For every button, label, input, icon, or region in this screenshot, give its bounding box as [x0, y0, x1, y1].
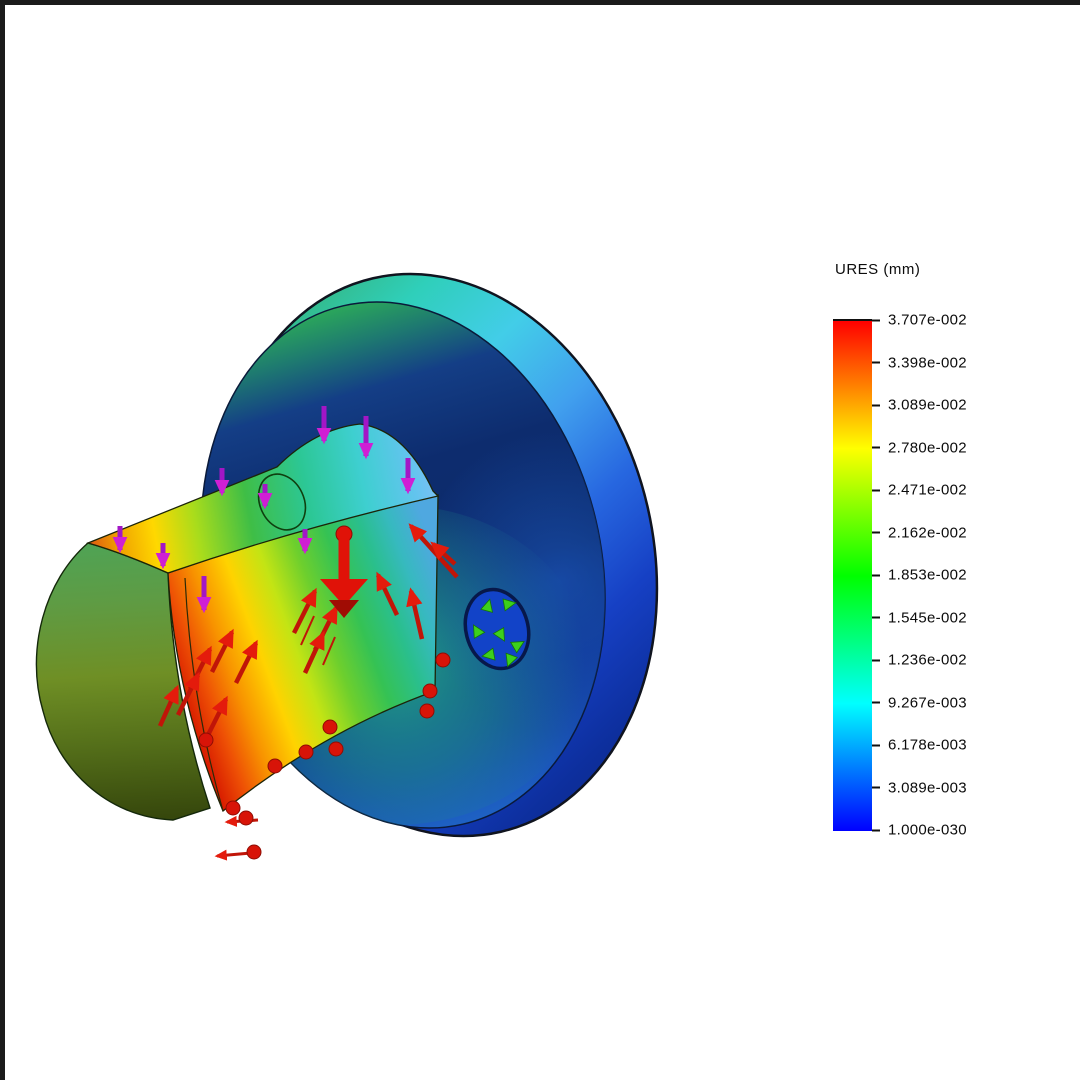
tick-mark-icon — [872, 319, 880, 321]
normal-force-arrow — [320, 525, 368, 618]
legend-tick: 2.162e-002 — [872, 524, 967, 541]
tick-label: 3.089e-003 — [888, 779, 967, 796]
tick-mark-icon — [872, 446, 880, 449]
tick-label: 1.853e-002 — [888, 566, 967, 584]
legend-tick: 3.089e-003 — [872, 779, 967, 796]
tick-label: 3.089e-002 — [888, 396, 967, 414]
legend-color-bar — [833, 319, 872, 831]
tick-mark-icon — [872, 361, 880, 364]
legend-title: URES (mm) — [835, 261, 921, 278]
tick-label: 1.000e-030 — [888, 821, 967, 839]
load-arrow — [157, 684, 180, 727]
load-arrows — [157, 523, 459, 861]
legend-tick: 1.545e-002 — [872, 609, 967, 626]
tick-label: 6.178e-003 — [888, 736, 967, 754]
load-arrow — [175, 671, 201, 717]
tick-mark-icon — [872, 616, 880, 619]
distributed-load-arrows — [112, 406, 416, 614]
load-arrow-thin — [300, 615, 315, 646]
load-arrow — [302, 630, 326, 674]
tick-label: 1.545e-002 — [888, 609, 967, 626]
legend-tick: 1.000e-030 — [872, 822, 967, 839]
tick-mark-icon — [872, 659, 880, 661]
tick-mark-icon — [872, 489, 880, 491]
legend-tick: 1.853e-002 — [872, 567, 967, 584]
sketch-circle — [257, 473, 307, 531]
result-legend: URES (mm) 3.707e-002 3.398e-002 3.089e-002… — [833, 261, 1073, 839]
legend-tick: 3.398e-002 — [872, 354, 967, 371]
load-arrow — [203, 695, 229, 741]
legend-tick: 2.780e-002 — [872, 439, 967, 456]
tick-label: 2.162e-002 — [888, 524, 967, 541]
legend-tick: 3.707e-002 — [872, 312, 967, 329]
shaft-block — [35, 423, 440, 821]
tick-label: 3.707e-002 — [888, 311, 967, 329]
load-arrow-thin — [322, 636, 336, 666]
tick-mark-icon — [872, 829, 880, 831]
load-arrow — [291, 587, 318, 635]
tick-label: 2.780e-002 — [888, 439, 967, 456]
legend-tick: 1.236e-002 — [872, 652, 967, 669]
load-arrow — [430, 541, 457, 566]
fixture-symbols — [473, 598, 525, 668]
tick-mark-icon — [872, 786, 880, 789]
legend-body: 3.707e-002 3.398e-002 3.089e-002 2.780e-002… — [833, 312, 1073, 839]
tick-label: 9.267e-003 — [888, 694, 967, 711]
legend-tick: 3.089e-002 — [872, 397, 967, 414]
legend-tick: 6.178e-003 — [872, 737, 967, 754]
fillet-seam-line — [184, 577, 224, 812]
model-viewport[interactable]: URES (mm) 3.707e-002 3.398e-002 3.089e-002… — [5, 5, 1080, 1085]
tick-label: 1.236e-002 — [888, 651, 967, 669]
load-arrow — [375, 571, 400, 616]
tick-mark-icon — [872, 404, 880, 406]
tick-mark-icon — [872, 744, 880, 746]
load-arrow — [406, 587, 425, 640]
legend-tick-labels: 3.707e-002 3.398e-002 3.089e-002 2.780e-002… — [872, 312, 1072, 839]
tick-mark-icon — [872, 701, 880, 704]
legend-tick: 9.267e-003 — [872, 694, 967, 711]
legend-tick: 2.471e-002 — [872, 482, 967, 499]
tick-label: 2.471e-002 — [888, 481, 967, 499]
load-arrow — [233, 639, 259, 685]
load-anchor-dots — [198, 652, 451, 860]
load-arrow — [209, 628, 235, 674]
fea-model-canvas — [5, 5, 1080, 1085]
tick-mark-icon — [872, 531, 880, 534]
tick-label: 3.398e-002 — [888, 354, 967, 371]
load-arrow-small — [214, 849, 252, 861]
tick-mark-icon — [872, 574, 880, 576]
